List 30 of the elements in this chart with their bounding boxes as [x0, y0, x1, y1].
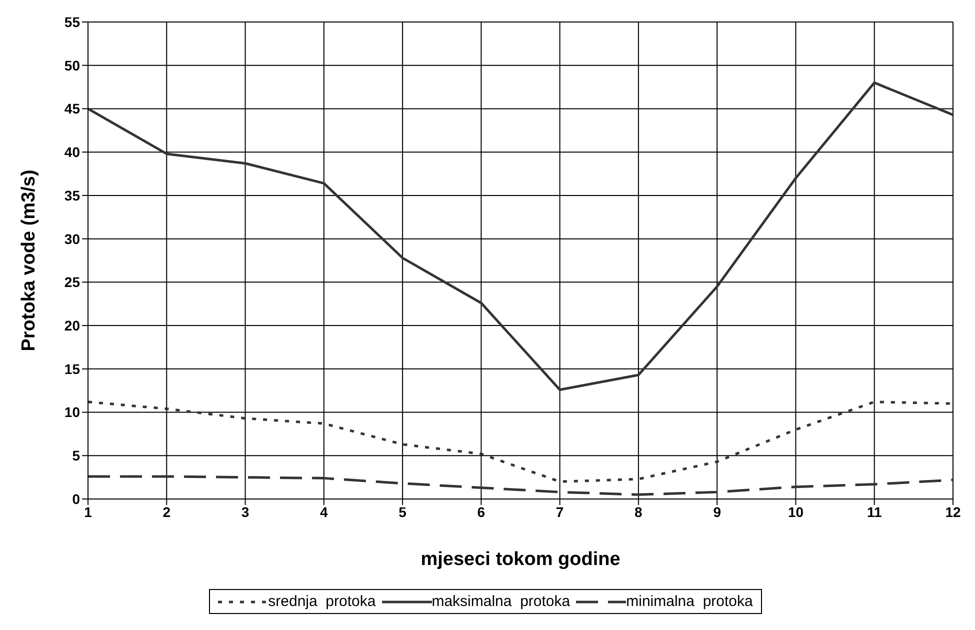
x-tick-label: 10: [788, 504, 804, 520]
x-tick-label: 3: [241, 504, 250, 520]
x-tick-label: 6: [477, 504, 486, 520]
legend-label: minimalna protoka: [626, 593, 753, 610]
y-tick-label: 25: [64, 274, 80, 290]
x-tick-label: 8: [634, 504, 643, 520]
x-tick-label: 9: [713, 504, 722, 520]
x-tick-label: 2: [162, 504, 171, 520]
x-tick-label: 4: [320, 504, 328, 520]
x-tick-label: 12: [945, 504, 961, 520]
legend-label: maksimalna protoka: [432, 593, 570, 610]
y-tick-label: 15: [64, 360, 80, 377]
x-tick-label: 7: [556, 504, 564, 520]
x-tick-label: 1: [84, 504, 92, 520]
y-tick-label: 45: [64, 100, 80, 117]
y-tick-label: 55: [64, 14, 80, 30]
legend-label: srednja protoka: [268, 593, 376, 610]
y-tick-label: 30: [64, 230, 80, 247]
x-tick-label: 11: [866, 504, 882, 520]
y-tick-label: 0: [72, 490, 80, 507]
y-tick-label: 40: [64, 144, 80, 160]
y-tick-label: 5: [72, 448, 80, 464]
y-tick-label: 20: [64, 318, 80, 334]
y-tick-label: 35: [64, 187, 80, 204]
y-tick-label: 10: [64, 404, 80, 420]
x-axis-title: mjeseci tokom godine: [420, 549, 620, 570]
y-tick-label: 50: [64, 57, 80, 74]
x-tick-label: 5: [398, 504, 407, 520]
line-series: [88, 475, 953, 496]
y-axis-title: Protoka vode (m3/s): [18, 170, 40, 352]
